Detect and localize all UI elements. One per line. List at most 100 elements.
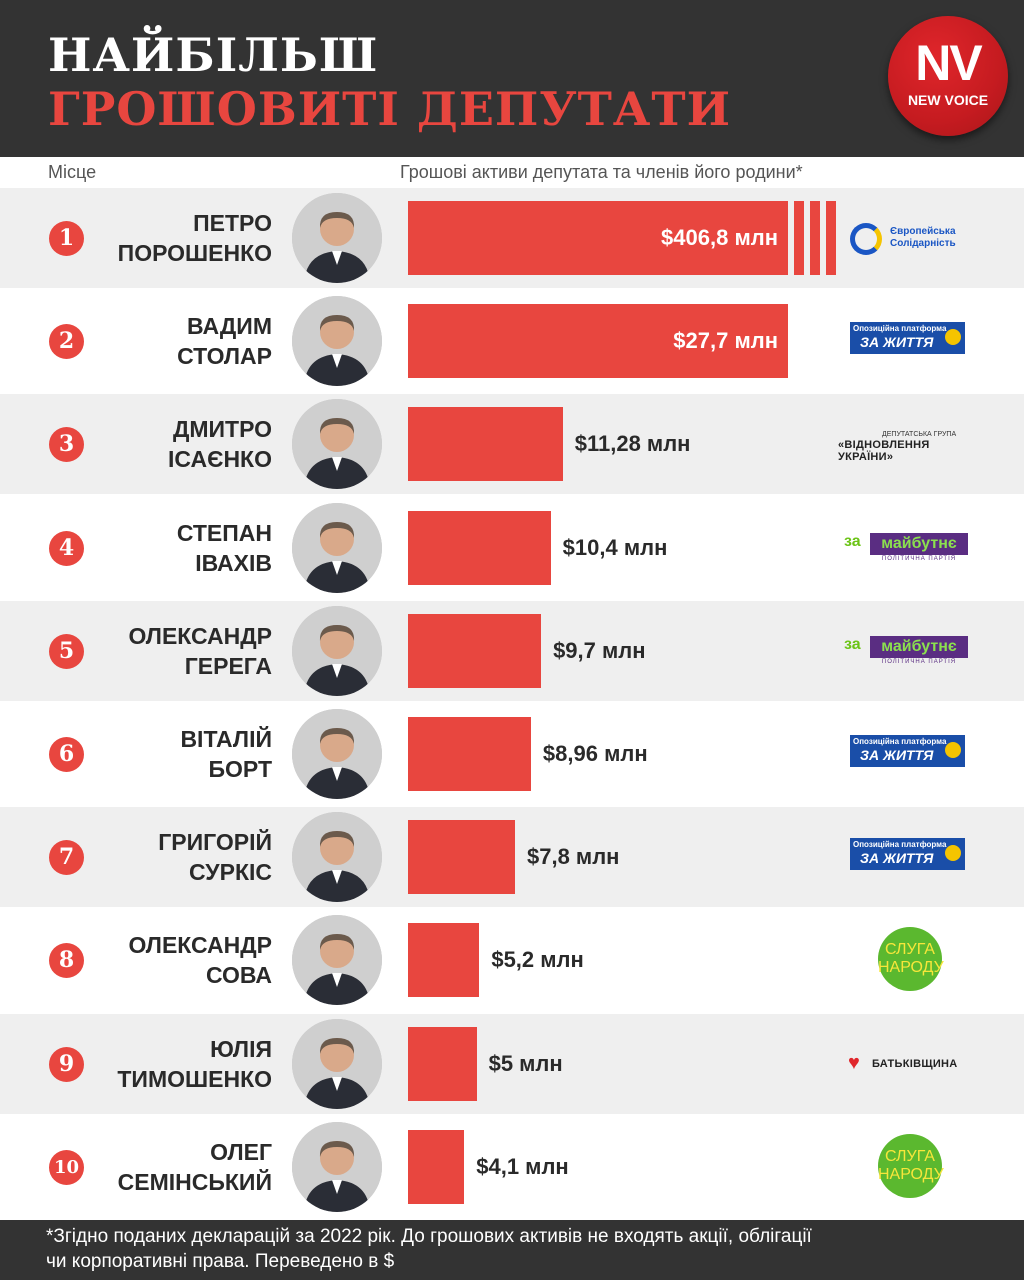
deputy-name: ОЛЕГ СЕМІНСЬКИЙ bbox=[72, 1137, 272, 1197]
party-logo: за майбутнє ПОЛІТИЧНА ПАРТІЯ bbox=[838, 523, 978, 573]
party-name: майбутнє bbox=[870, 635, 968, 658]
table-row: 10 ОЛЕГ СЕМІНСЬКИЙ $4,1 млн СЛУГА НАРОДУ bbox=[0, 1117, 1024, 1217]
party-name: ЗА ЖИТТЯ bbox=[860, 334, 934, 351]
rank-badge: 7 bbox=[49, 840, 84, 876]
rank-badge: 3 bbox=[49, 427, 84, 463]
column-header-assets: Грошові активи депутата та членів його р… bbox=[400, 162, 803, 182]
avatar bbox=[292, 296, 382, 387]
deputy-last-name: ТИМОШЕНКО bbox=[117, 1065, 272, 1092]
party-name-small: ПОЛІТИЧНА ПАРТІЯ bbox=[881, 658, 957, 665]
party-name: ЗА ЖИТТЯ bbox=[860, 850, 934, 867]
table-row: 2 ВАДИМ СТОЛАР $27,7 млн Опозиційна платформ… bbox=[0, 291, 1024, 391]
avatar bbox=[292, 605, 382, 696]
party-name-line2: НАРОДУ bbox=[878, 959, 944, 977]
column-header-place: Місце bbox=[48, 162, 97, 182]
bar bbox=[408, 407, 563, 482]
table-row: 9 ЮЛІЯ ТИМОШЕНКО $5 млн ♥ БАТЬКІВЩИНА bbox=[0, 1013, 1024, 1114]
party-name: Європейська Солідарність bbox=[890, 226, 956, 250]
page-title-line2: ГРОШОВИТІ ДЕПУТАТИ bbox=[48, 82, 732, 136]
value-label: $4,1 млн bbox=[476, 1153, 569, 1179]
table-row: 7 ГРИГОРІЙ СУРКІС $7,8 млн Опозиційна платфо… bbox=[0, 807, 1024, 908]
value-label: $8,96 млн bbox=[542, 741, 648, 766]
party-name: БАТЬКІВЩИНА bbox=[872, 1057, 958, 1070]
sun-icon bbox=[945, 742, 961, 758]
party-name-small: Опозиційна платформа bbox=[853, 840, 947, 850]
party-logo: ДЕПУТАТСЬКА ГРУПА «ВІДНОВЛЕННЯ УКРАЇНИ» bbox=[838, 419, 978, 469]
party-name-small: ДЕПУТАТСЬКА ГРУПА bbox=[882, 431, 957, 439]
table-row: 5 ОЛЕКСАНДР ГЕРЕГА $9,7 млн за майбутнє ПОЛІТИ… bbox=[0, 600, 1024, 701]
bar bbox=[408, 1129, 465, 1204]
table-row: 8 ОЛЕКСАНДР СОВА $5,2 млн СЛУГА НАРОДУ bbox=[0, 910, 1024, 1010]
party-logo: СЛУГА НАРОДУ bbox=[838, 927, 978, 992]
deputy-first-name: ЮЛІЯ bbox=[210, 1035, 272, 1062]
deputy-first-name: ПЕТРО bbox=[193, 210, 272, 236]
es-logo-icon bbox=[850, 223, 882, 255]
header-banner: НАЙБІЛЬШ ГРОШОВИТІ ДЕПУТАТИ NV NEW VOICE bbox=[0, 0, 1024, 157]
logo-sub-text: NEW VOICE bbox=[907, 92, 989, 108]
avatar bbox=[292, 193, 382, 283]
op-logo-box: Опозиційна платформа ЗА ЖИТТЯ bbox=[850, 838, 965, 871]
footer-note: *Згідно поданих декларацій за 2022 рік. … bbox=[0, 1220, 1024, 1280]
rank-badge: 8 bbox=[49, 943, 84, 979]
deputy-first-name: ГРИГОРІЙ bbox=[158, 829, 272, 856]
bar bbox=[408, 717, 531, 791]
deputy-last-name: ІВАХІВ bbox=[195, 549, 272, 576]
rank-badge: 10 bbox=[49, 1149, 84, 1185]
value-label: $7,8 млн bbox=[527, 844, 620, 870]
sun-icon bbox=[945, 845, 961, 862]
party-name-small: ПОЛІТИЧНА ПАРТІЯ bbox=[881, 555, 957, 562]
deputy-name: ЮЛІЯ ТИМОШЕНКО bbox=[72, 1034, 272, 1094]
party-name-line1: СЛУГА bbox=[885, 1147, 935, 1165]
deputy-last-name: СОВА bbox=[205, 962, 272, 989]
deputy-name: ОЛЕКСАНДР СОВА bbox=[72, 930, 272, 990]
party-logo: Європейська Солідарність bbox=[838, 213, 978, 263]
rank-badge: 2 bbox=[49, 324, 84, 360]
bar bbox=[408, 304, 788, 379]
party-logo: за майбутнє ПОЛІТИЧНА ПАРТІЯ bbox=[838, 626, 978, 676]
rank-badge: 4 bbox=[49, 530, 84, 566]
deputy-name: СТЕПАН ІВАХІВ bbox=[72, 518, 272, 578]
bar-break-segment bbox=[826, 201, 836, 275]
avatar bbox=[292, 915, 382, 1006]
bar bbox=[408, 510, 551, 585]
heart-icon: ♥ bbox=[848, 1051, 860, 1074]
nv-logo: NV NEW VOICE bbox=[888, 16, 1008, 136]
value-label: $10,4 млн bbox=[562, 534, 668, 560]
avatar bbox=[292, 709, 382, 799]
deputy-first-name: ОЛЕКСАНДР bbox=[128, 932, 272, 959]
table-row: 3 ДМИТРО ІСАЄНКО $11,28 млн ДЕПУТАТСЬКА ГРУП… bbox=[0, 394, 1024, 495]
party-name-prefix: за bbox=[844, 532, 861, 550]
deputy-last-name: БОРТ bbox=[208, 756, 272, 782]
deputy-last-name: СТОЛАР bbox=[177, 343, 272, 370]
avatar bbox=[292, 1018, 382, 1109]
deputy-first-name: ДМИТРО bbox=[172, 416, 272, 443]
logo-main-text: NV bbox=[915, 35, 982, 91]
avatar bbox=[292, 502, 382, 593]
op-logo-box: Опозиційна платформа ЗА ЖИТТЯ bbox=[850, 322, 965, 355]
deputy-name: ПЕТРО ПОРОШЕНКО bbox=[72, 208, 272, 268]
party-logo: Опозиційна платформа ЗА ЖИТТЯ bbox=[838, 316, 978, 366]
value-label: $11,28 млн bbox=[574, 431, 691, 457]
bar bbox=[408, 1026, 477, 1101]
bar-break-segment bbox=[810, 201, 820, 275]
deputy-last-name: СУРКІС bbox=[189, 859, 272, 886]
avatar bbox=[292, 399, 382, 490]
deputy-name: ВІТАЛІЙ БОРТ bbox=[72, 724, 272, 784]
deputy-name: ГРИГОРІЙ СУРКІС bbox=[72, 827, 272, 887]
rank-badge: 5 bbox=[49, 633, 84, 669]
deputy-first-name: ОЛЕГ bbox=[210, 1138, 272, 1165]
party-name: «ВІДНОВЛЕННЯ УКРАЇНИ» bbox=[838, 439, 930, 464]
bar-break-segment bbox=[794, 201, 804, 275]
deputy-last-name: ІСАЄНКО bbox=[168, 446, 272, 473]
deputy-name: ВАДИМ СТОЛАР bbox=[72, 311, 272, 371]
deputy-name: ДМИТРО ІСАЄНКО bbox=[72, 414, 272, 474]
deputy-first-name: ВАДИМ bbox=[186, 313, 272, 340]
sn-logo-circle: СЛУГА НАРОДУ bbox=[878, 1133, 944, 1198]
party-name: майбутнє bbox=[870, 532, 968, 555]
party-name-line1: Європейська bbox=[890, 226, 956, 237]
rank-badge: 6 bbox=[49, 737, 84, 772]
table-row: 6 ВІТАЛІЙ БОРТ $8,96 млн Опозиційна платформ… bbox=[0, 704, 1024, 804]
avatar bbox=[292, 1121, 382, 1212]
party-name-line1: СЛУГА bbox=[885, 941, 935, 959]
deputy-first-name: ОЛЕКСАНДР bbox=[128, 622, 272, 649]
